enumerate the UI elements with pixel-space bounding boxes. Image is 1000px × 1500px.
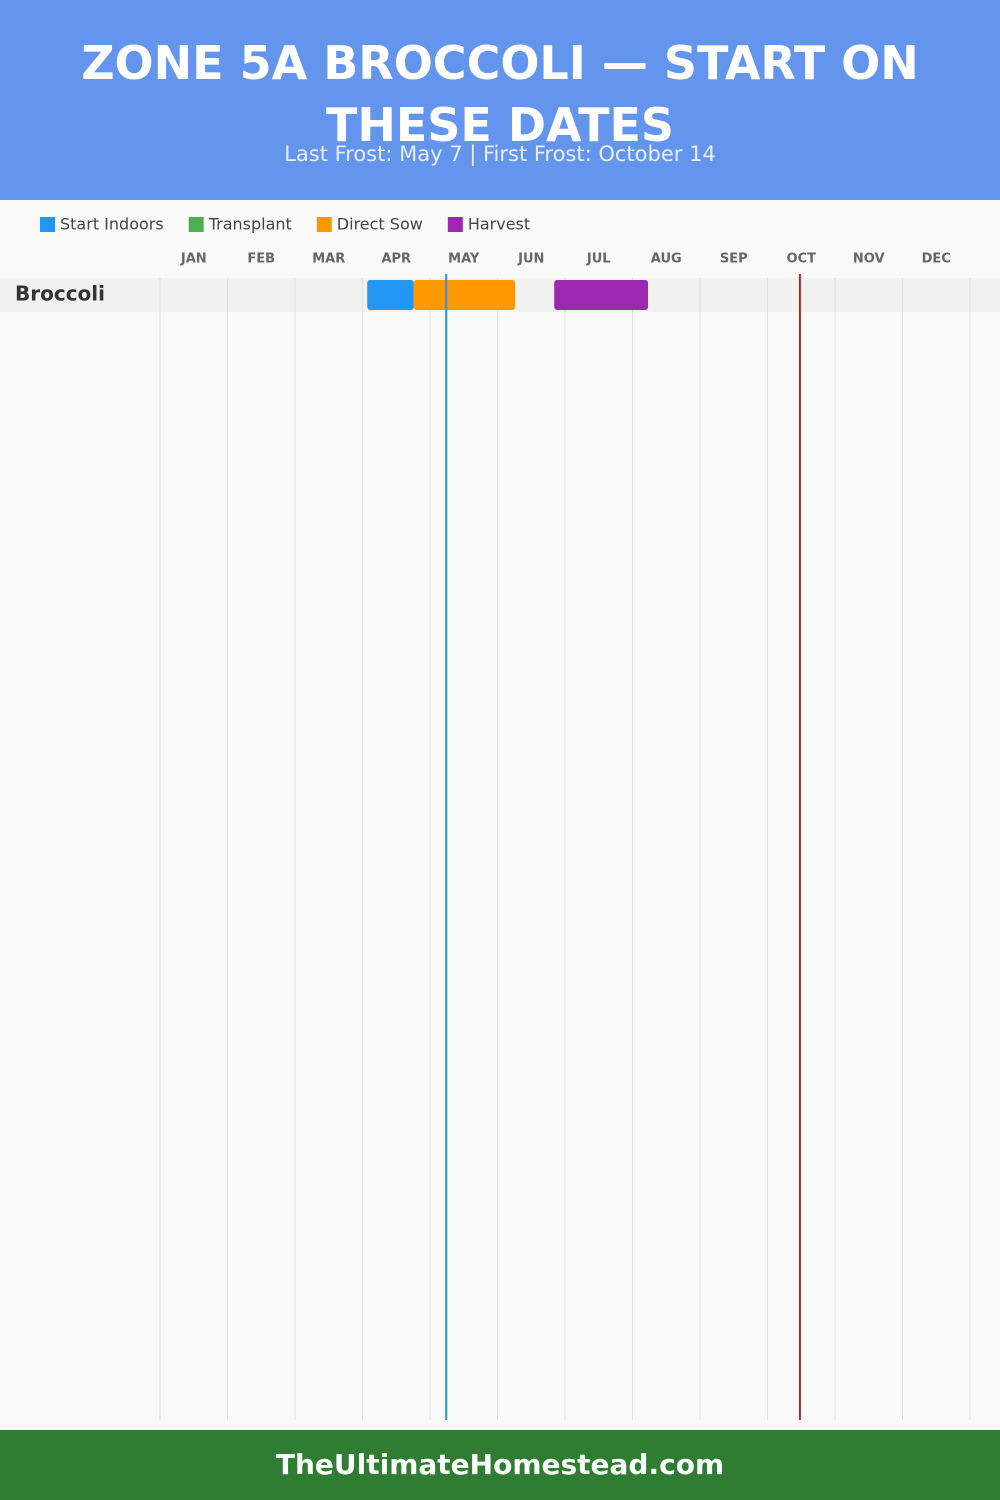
footer: TheUltimateHomestead.com: [0, 1430, 1000, 1500]
legend-label: Direct Sow: [337, 215, 423, 234]
chart-subtitle: Last Frost: May 7 | First Frost: October…: [284, 142, 716, 166]
legend-swatch: [40, 217, 55, 232]
x-tick-label: MAR: [312, 252, 345, 267]
x-tick-label: JAN: [180, 252, 207, 267]
x-tick-label: FEB: [247, 252, 275, 267]
x-tick-label: NOV: [853, 252, 885, 267]
x-tick-label: JUL: [586, 252, 611, 267]
legend-swatch: [188, 217, 204, 232]
chart-title: ZONE 5A BROCCOLI — START ON THESE DATES: [81, 36, 919, 152]
x-tick-label: SEP: [720, 252, 748, 267]
timeline-bar: [413, 280, 516, 310]
legend-label: Start Indoors: [60, 215, 164, 234]
timeline-bar: [554, 280, 649, 310]
header: ZONE 5A BROCCOLI — START ON THESE DATES …: [0, 0, 1000, 200]
x-tick-label: JUN: [517, 252, 544, 267]
chart: JAN FEB MAR APR MAY JUN JUL AUG SEP OCT NOV DEC Star…: [0, 215, 1000, 1420]
legend-label: Transplant: [208, 215, 292, 234]
timeline-bar: [367, 280, 414, 310]
x-tick-label: OCT: [787, 252, 817, 267]
legend-label: Harvest: [468, 215, 530, 234]
x-tick-label: AUG: [651, 252, 682, 267]
legend-swatch: [447, 217, 463, 232]
row-label: Broccoli: [15, 282, 105, 306]
x-tick-label: DEC: [922, 252, 951, 267]
x-tick-label: MAY: [448, 252, 480, 267]
legend-swatch: [316, 217, 332, 232]
x-tick-label: APR: [381, 252, 411, 267]
